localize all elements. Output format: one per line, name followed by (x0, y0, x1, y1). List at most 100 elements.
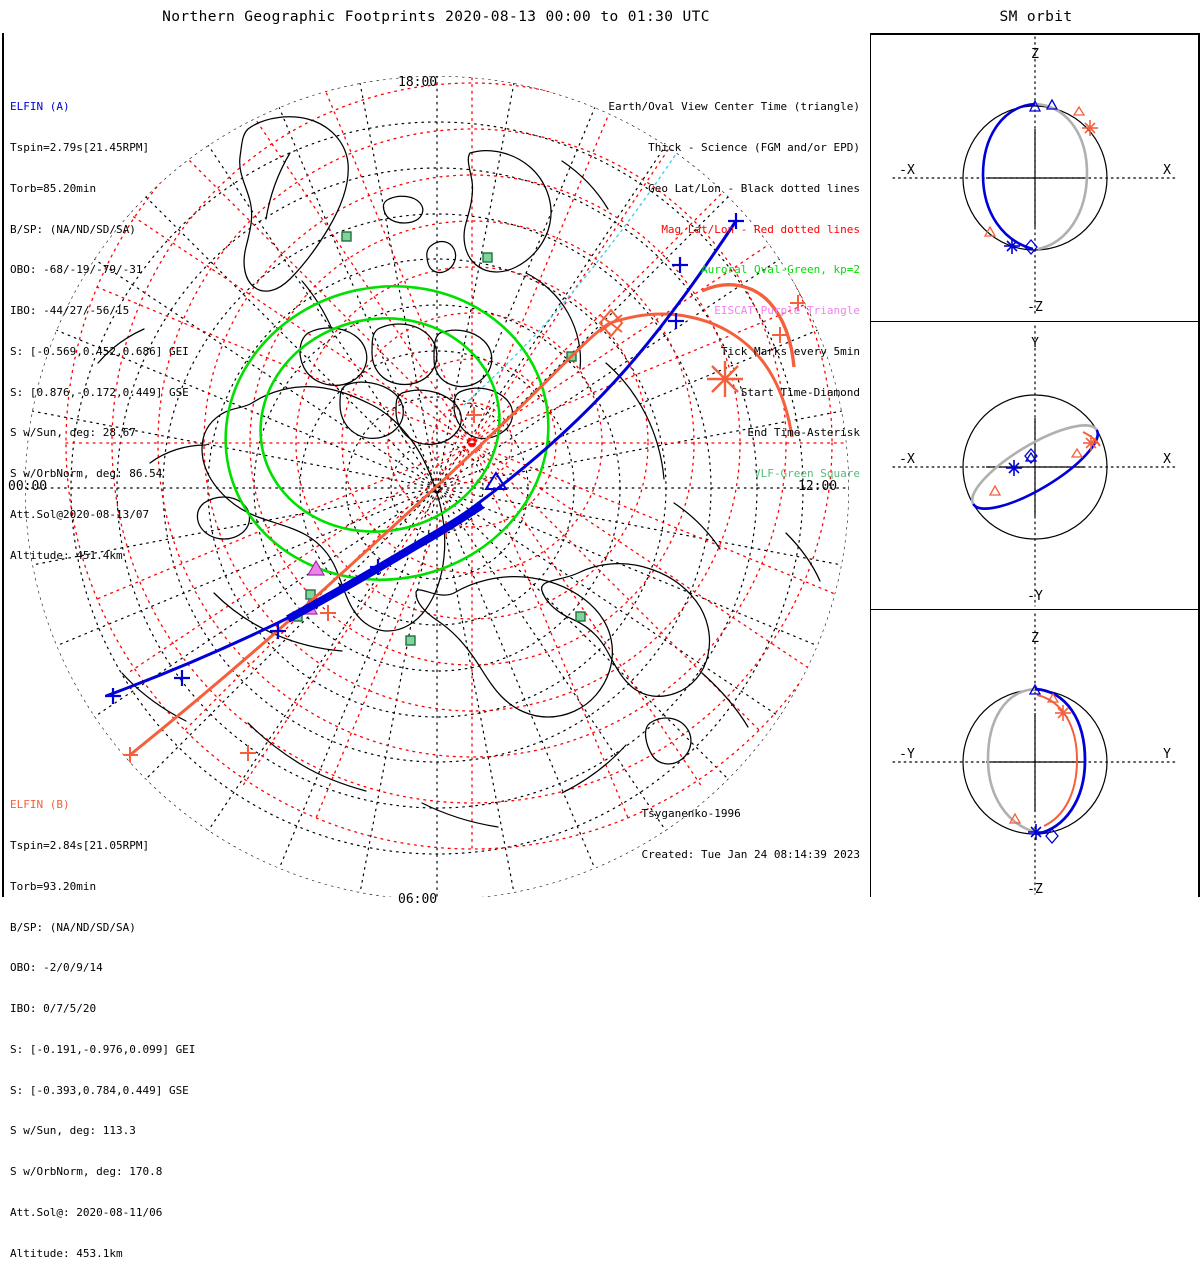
sm-yz-axis-right: Y (1163, 747, 1171, 762)
sm-xz-start-asterisk-blue (1004, 238, 1020, 254)
sm-panel-top-divider (871, 33, 1200, 35)
sm-yz-axis-bottom: -Z (1027, 882, 1043, 897)
sm-yz-orbit-blue (1034, 687, 1087, 836)
sm-yz-orbit-red (1036, 694, 1079, 827)
terminator-line (463, 122, 697, 406)
map-clock-label-right: 12:00 (798, 479, 838, 494)
sm-xz-svg: Z -Z -X X (892, 36, 1178, 318)
elfin-b-line-9: Att.Sol@: 2020-08-11/06 (10, 1206, 163, 1219)
figure-root: Northern Geographic Footprints 2020-08-1… (2, 9, 1200, 1260)
elfin-b-start-diamond (598, 308, 624, 338)
sm-xz-axis-bottom: -Z (1027, 300, 1043, 315)
legend-item-1: Thick - Science (FGM and/or EPD) (648, 140, 860, 154)
sm-yz-center-cross (986, 713, 1084, 811)
sm-xy-earth-circle (962, 394, 1108, 540)
elfin-a-line-6: S: [0.876,-0.172,0.449] GSE (10, 385, 189, 399)
sm-panel-xy: Y -Y -X X (871, 321, 1200, 609)
sm-xy-axis-right: X (1163, 452, 1171, 467)
sm-xy-orbit-red-seg (1082, 431, 1101, 447)
sm-panel-yz: Z -Z -Y Y (871, 609, 1200, 897)
sm-xz-orbit-blue (981, 102, 1036, 251)
sm-xy-start-asterisk-blue (1006, 460, 1022, 476)
map-svg (25, 76, 849, 897)
legend-item-3: Mag Lat/Lon - Red dotted lines (661, 222, 860, 236)
sm-xy-orbit-group (970, 424, 1100, 510)
map-contents (25, 76, 849, 897)
sm-orbit-title: SM orbit (999, 9, 1073, 25)
elfin-a-line-8: S w/OrbNorm, deg: 86.54 (10, 467, 163, 481)
sm-xz-axis-left: -X (899, 163, 915, 178)
map-clock-label-top: 18:00 (398, 75, 438, 90)
elfin-b-line-10: Altitude: 453.1km (10, 1246, 123, 1260)
sm-xz-markers (983, 98, 1098, 255)
geo-lon-meridians (25, 76, 849, 897)
legend-item-0: Earth/Oval View Center Time (triangle) (608, 100, 860, 114)
sm-xy-axis-top: Y (1031, 336, 1039, 351)
elfin-a-center-triangle (484, 471, 508, 490)
legend-item-5: EISCAT-Purple Triangle (714, 304, 860, 318)
sm-yz-orbit-grey (986, 687, 1036, 834)
elfin-a-line-7: S w/Sun, deg: 28.67 (10, 426, 136, 440)
sm-yz-diamond-red (1046, 692, 1060, 703)
elfin-b-line-2: B/SP: (NA/ND/SD/SA) (10, 920, 136, 934)
legend-item-4: Auroral Oval-Green, kp=2 (701, 263, 860, 277)
elfin-b-info-block: ELFIN (B) Tspin=2.84s[21.05RPM] Torb=93.… (10, 771, 195, 1288)
elfin-a-line-9: Att.Sol@2020-08-13/07 (10, 508, 150, 521)
elfin-b-end-asterisk (707, 361, 743, 397)
legend-item-6: Tick Marks every 5min (720, 344, 860, 358)
sm-xz-triangle-blue-2 (1045, 98, 1059, 110)
elfin-a-line-10: Altitude: 451.4km (10, 548, 123, 562)
sm-xy-axis-left: -X (899, 452, 915, 467)
elfin-b-line-7: S w/Sun, deg: 113.3 (10, 1124, 136, 1138)
legend-item-2: Geo Lat/Lon - Black dotted lines (648, 181, 860, 195)
sm-xz-center-cross (986, 129, 1084, 227)
sm-xy-start-diamond-blue (1024, 448, 1038, 464)
elfin-b-line-1: Torb=93.20min (10, 879, 97, 893)
elfin-b-line-6: S: [-0.393,0.784,0.449] GSE (10, 1083, 189, 1097)
elfin-b-track (122, 283, 806, 763)
elfin-a-line-5: S: [-0.569,0.452,0.686] GEI (10, 344, 189, 358)
sm-xz-center-triangle-blue (1028, 99, 1042, 112)
elfin-a-line-0: Tspin=2.79s[21.45RPM] (10, 140, 150, 154)
sm-yz-triangle-red (1008, 812, 1022, 824)
auroral-oval (224, 284, 550, 582)
elfin-a-line-1: Torb=85.20min (10, 181, 97, 195)
sm-yz-svg: Z -Z -Y Y (892, 613, 1178, 897)
sm-xy-orbit-grey (970, 424, 1098, 505)
sm-orbit-column: Z -Z -X X (871, 33, 1200, 897)
coastlines (97, 116, 821, 828)
sm-xz-axis-top: Z (1031, 47, 1039, 62)
sm-xy-orbit-blue (972, 429, 1100, 510)
sm-xy-svg: Y -Y -X X (892, 325, 1178, 607)
elfin-b-line-5: S: [-0.191,-0.976,0.099] GEI (10, 1042, 196, 1056)
elfin-b-name: ELFIN (B) (10, 798, 70, 812)
sm-yz-end-asterisk-red (1055, 705, 1071, 721)
created-timestamp: Created: Tue Jan 24 08:14:39 2023 (641, 848, 860, 862)
sm-xy-center-cross (986, 418, 1084, 516)
elfin-b-line-4: IBO: 0/7/5/20 (10, 1002, 97, 1016)
elfin-a-line-3: OBO: -68/-19/-79/-31 (10, 263, 143, 277)
mag-lon-meridians (65, 76, 849, 850)
sm-xy-end-asterisk-red (1083, 435, 1099, 451)
elfin-b-line-8: S w/OrbNorm, deg: 170.8 (10, 1165, 163, 1179)
elfin-a-line-2: B/SP: (NA/ND/SD/SA) (10, 222, 136, 236)
legend-item-7: Start Time-Diamond (740, 385, 860, 399)
sm-xz-orbit-grey (1034, 102, 1089, 251)
sm-yz-start-diamond-blue (1045, 828, 1059, 844)
sm-xz-start-diamond-blue (1024, 239, 1038, 255)
elfin-a-track (105, 213, 744, 704)
sm-xy-triangle-blue (1024, 451, 1038, 462)
sm-panel-xz: Z -Z -X X (871, 33, 1200, 321)
sm-xz-axis-right: X (1163, 163, 1171, 178)
map-legend: Earth/Oval View Center Time (triangle) T… (608, 73, 860, 508)
elfin-a-info-block: ELFIN (A) Tspin=2.79s[21.45RPM] Torb=85.… (10, 73, 189, 590)
elfin-b-line-0: Tspin=2.84s[21.05RPM] (10, 838, 150, 852)
sm-xz-triangle-red (983, 225, 997, 237)
sm-yz-axis-left: -Y (899, 747, 915, 762)
sm-yz-markers (1008, 683, 1071, 844)
elfin-b-line-3: OBO: -2/0/9/14 (10, 961, 103, 975)
sm-xz-end-asterisk-red (1082, 120, 1098, 136)
sm-yz-start-asterisk-blue (1028, 824, 1044, 840)
sm-yz-axis-top: Z (1031, 631, 1039, 646)
sm-xz-diamond-red (1072, 105, 1086, 116)
